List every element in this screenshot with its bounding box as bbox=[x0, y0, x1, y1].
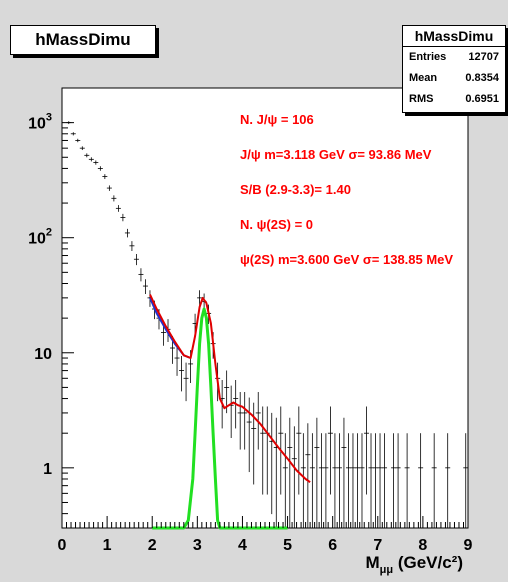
x-tick-label: 6 bbox=[328, 537, 337, 554]
data-point bbox=[102, 174, 108, 180]
data-point bbox=[246, 397, 252, 473]
data-point bbox=[404, 433, 410, 528]
fit-annotation: S/B (2.9-3.3)= 1.40 bbox=[240, 182, 351, 197]
stats-title: hMassDimu bbox=[403, 26, 505, 47]
data-point bbox=[97, 166, 103, 171]
data-point bbox=[305, 423, 311, 528]
fit-total-curve bbox=[149, 294, 311, 484]
data-point bbox=[300, 433, 306, 528]
data-point bbox=[124, 228, 130, 238]
data-point bbox=[174, 344, 180, 376]
data-point bbox=[260, 406, 266, 495]
fit-annotation: N. ψ(2S) = 0 bbox=[240, 217, 313, 232]
data-point bbox=[79, 146, 85, 151]
y-tick-label: 102 bbox=[28, 227, 52, 248]
x-tick-label: 4 bbox=[238, 537, 247, 554]
x-tick-label: 1 bbox=[103, 537, 112, 554]
data-point bbox=[242, 392, 248, 450]
stats-row-rms: RMS 0.6951 bbox=[403, 89, 505, 110]
data-point bbox=[336, 433, 342, 528]
y-tick-label: 103 bbox=[28, 112, 52, 133]
data-point bbox=[445, 433, 451, 528]
data-point bbox=[341, 417, 347, 528]
fit-annotation: J/ψ m=3.118 GeV σ= 93.86 MeV bbox=[240, 147, 432, 162]
data-point bbox=[142, 279, 148, 294]
stats-row-entries: Entries 12707 bbox=[403, 47, 505, 68]
data-point bbox=[373, 433, 379, 528]
data-point bbox=[115, 205, 121, 212]
stats-row-mean: Mean 0.8354 bbox=[403, 68, 505, 89]
x-tick-label: 2 bbox=[148, 537, 157, 554]
x-tick-label: 7 bbox=[373, 537, 382, 554]
data-point bbox=[111, 195, 117, 202]
data-point bbox=[314, 417, 320, 528]
data-point bbox=[382, 433, 388, 528]
data-point bbox=[296, 406, 302, 495]
data-point bbox=[368, 433, 374, 528]
data-point bbox=[323, 433, 329, 528]
data-point bbox=[463, 433, 469, 528]
x-tick-label: 0 bbox=[58, 537, 67, 554]
x-tick-label: 5 bbox=[283, 537, 292, 554]
data-point bbox=[327, 406, 333, 495]
data-point bbox=[377, 433, 383, 528]
y-tick-label: 1 bbox=[43, 461, 52, 478]
plot-frame bbox=[61, 87, 469, 529]
data-point bbox=[179, 355, 185, 392]
stats-value: 0.6951 bbox=[465, 93, 499, 105]
data-point bbox=[106, 185, 112, 191]
data-point bbox=[70, 132, 76, 136]
data-point bbox=[354, 433, 360, 528]
data-point bbox=[75, 138, 81, 143]
data-point bbox=[318, 433, 324, 528]
data-point bbox=[88, 157, 94, 162]
data-point bbox=[287, 417, 293, 528]
data-point bbox=[237, 392, 243, 450]
signal-curve bbox=[152, 307, 288, 530]
fit-annotation: ψ(2S) m=3.600 GeV σ= 138.85 MeV bbox=[240, 252, 453, 267]
data-point bbox=[183, 362, 189, 402]
data-point bbox=[364, 406, 369, 495]
data-point bbox=[359, 433, 365, 528]
data-point bbox=[332, 433, 338, 528]
y-tick-label: 10 bbox=[34, 346, 52, 363]
x-tick-label: 3 bbox=[193, 537, 202, 554]
histogram-title-box: hMassDimu bbox=[10, 25, 156, 55]
histogram-title: hMassDimu bbox=[35, 30, 131, 49]
stats-label: Entries bbox=[409, 51, 447, 63]
data-point bbox=[138, 268, 144, 282]
data-point bbox=[133, 253, 139, 266]
data-point bbox=[391, 433, 397, 528]
data-point bbox=[345, 433, 351, 528]
stats-label: RMS bbox=[409, 93, 434, 105]
stats-box: hMassDimu Entries 12707 Mean 0.8354 RMS … bbox=[402, 25, 506, 113]
data-point bbox=[431, 433, 437, 528]
x-axis-label: Mμμ (GeV/c²) bbox=[365, 553, 463, 576]
data-point bbox=[309, 433, 315, 528]
x-tick-label: 8 bbox=[418, 537, 427, 554]
data-point bbox=[120, 213, 126, 222]
data-point bbox=[93, 160, 99, 165]
data-point bbox=[291, 426, 297, 528]
data-point bbox=[282, 433, 288, 528]
stats-value: 0.8354 bbox=[465, 72, 499, 84]
x-tick-label: 9 bbox=[464, 537, 473, 554]
stats-label: Mean bbox=[409, 72, 438, 84]
data-point bbox=[350, 433, 356, 528]
data-point bbox=[418, 433, 424, 528]
data-point bbox=[395, 433, 401, 528]
data-point bbox=[129, 241, 135, 251]
fit-annotation: N. J/ψ = 106 bbox=[240, 112, 314, 127]
data-point bbox=[84, 153, 90, 158]
stats-value: 12707 bbox=[468, 51, 499, 63]
